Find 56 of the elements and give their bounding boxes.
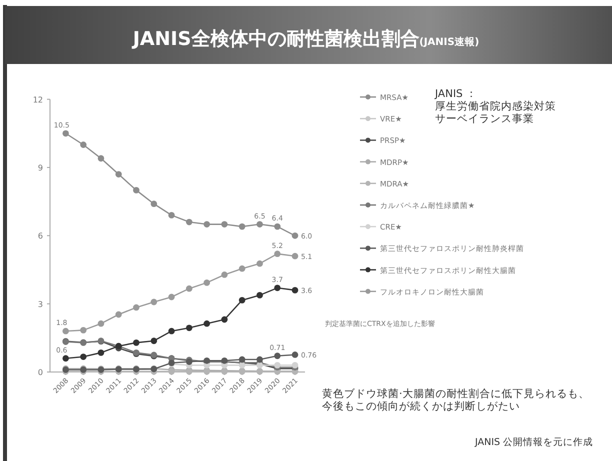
point	[256, 356, 263, 363]
y-tick-label: 12	[32, 95, 43, 104]
point	[221, 272, 228, 278]
point	[292, 232, 298, 239]
point	[274, 223, 281, 230]
point	[221, 316, 228, 323]
point	[80, 142, 87, 148]
y-tick-label: 0	[38, 368, 43, 377]
point	[204, 221, 210, 228]
point	[186, 324, 192, 332]
point	[133, 304, 140, 311]
point	[204, 279, 210, 286]
point	[238, 356, 246, 363]
point	[150, 200, 158, 208]
y-tick-label: 9	[38, 163, 43, 172]
text: (JANIS速報)	[419, 36, 480, 48]
point	[133, 339, 140, 346]
point	[98, 349, 104, 356]
point	[133, 187, 140, 194]
point	[80, 354, 87, 360]
point	[221, 221, 228, 228]
point	[274, 284, 281, 292]
point	[115, 311, 122, 318]
point	[115, 171, 122, 178]
point	[80, 326, 87, 334]
point	[98, 155, 104, 162]
text: JANIS 公開情報を元に作成	[474, 436, 594, 448]
point	[274, 352, 281, 360]
point	[62, 328, 69, 334]
point	[238, 296, 246, 304]
point	[274, 362, 281, 368]
point	[62, 130, 69, 137]
point	[292, 286, 298, 294]
point	[292, 352, 298, 358]
point	[256, 221, 263, 228]
point	[238, 223, 246, 230]
point	[274, 250, 281, 258]
point	[150, 338, 158, 344]
point	[168, 328, 175, 334]
point	[238, 265, 246, 272]
text: 黄色ブドウ球菌·大腸菌の耐性割合に低下見られるも、今後もこの傾向が続くかは判断しがたい	[322, 387, 590, 413]
y-tick-label: 6	[38, 232, 43, 241]
point	[168, 294, 175, 300]
y-tick-label: 3	[38, 300, 43, 309]
point	[98, 320, 104, 327]
point	[204, 320, 210, 327]
point	[186, 285, 192, 292]
point	[256, 260, 263, 267]
point	[292, 252, 298, 260]
point	[186, 218, 192, 226]
text: JANIS ：厚生労働省院内感染対策サーベイランス事業	[434, 88, 556, 126]
point	[292, 362, 298, 368]
point	[256, 292, 263, 298]
point	[168, 212, 175, 218]
point	[62, 355, 69, 362]
point	[150, 298, 158, 306]
